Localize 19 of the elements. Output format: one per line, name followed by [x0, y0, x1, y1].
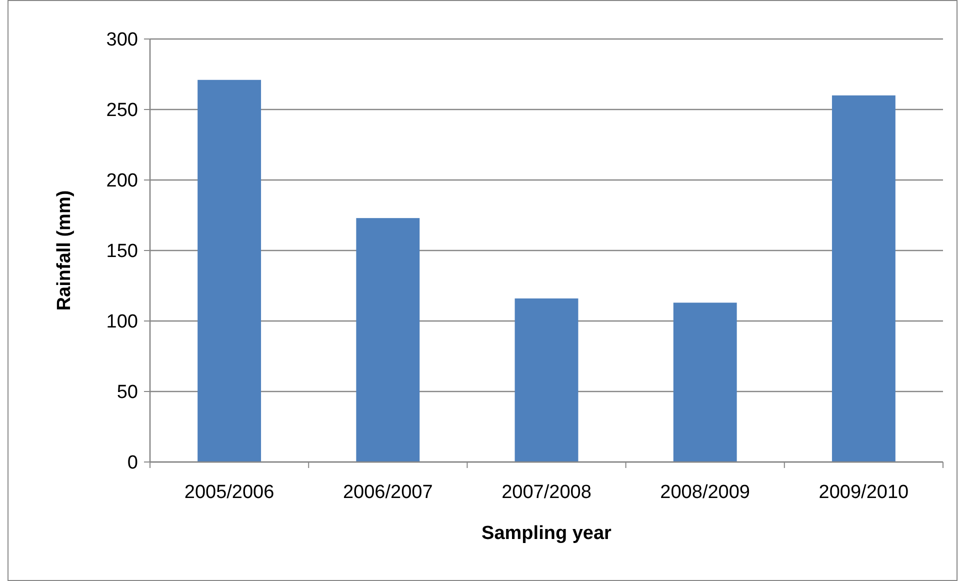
x-tick-label: 2008/2009 [660, 482, 750, 503]
bar [198, 80, 262, 462]
y-tick-label: 300 [106, 30, 138, 51]
x-tick-label: 2006/2007 [342, 482, 433, 503]
x-tick-label: 2009/2010 [818, 482, 909, 503]
bar [514, 298, 578, 462]
y-tick-label: 200 [106, 170, 138, 192]
y-tick-label: 100 [106, 312, 138, 333]
x-tick-label: 2005/2006 [184, 482, 274, 503]
x-tick-label: 2007/2008 [502, 482, 592, 503]
y-tick-label: 50 [116, 382, 138, 404]
bar [673, 302, 737, 462]
bar [356, 218, 420, 462]
bar [832, 95, 896, 462]
y-axis-title: Rainfall (mm) [54, 190, 75, 311]
x-axis-title: Sampling year [482, 523, 612, 544]
y-tick-label: 0 [127, 452, 138, 474]
y-tick-label: 250 [106, 100, 138, 122]
y-tick-label: 150 [106, 241, 138, 262]
